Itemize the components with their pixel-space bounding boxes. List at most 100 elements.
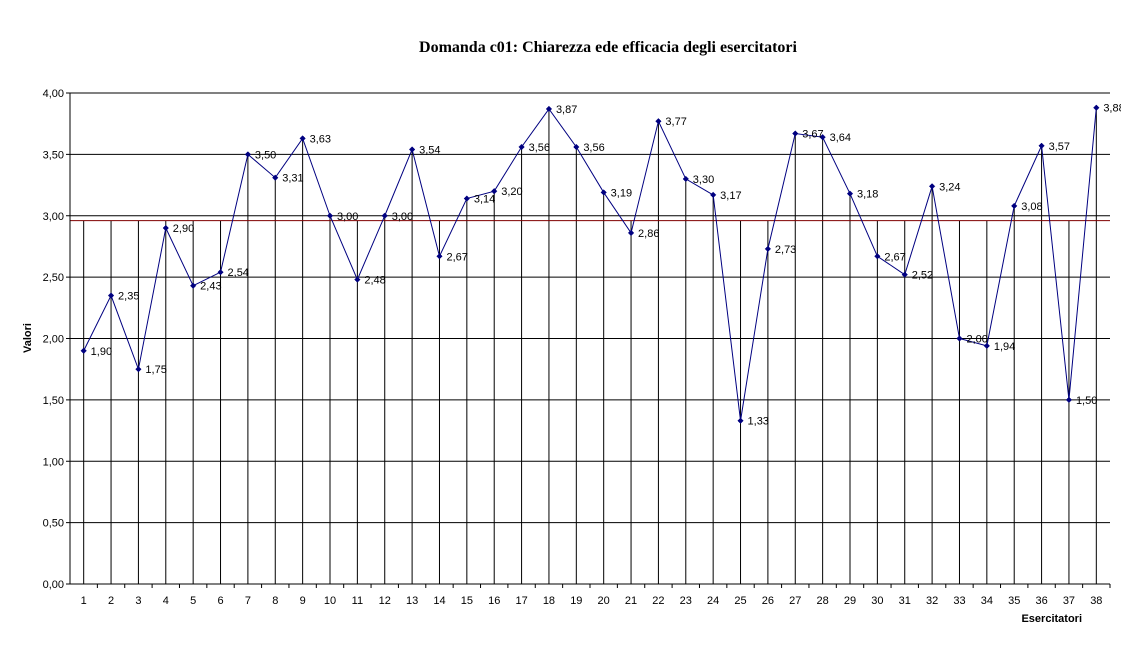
y-tick-label: 2,50: [43, 272, 64, 284]
gridlines: [70, 92, 1110, 524]
x-tick-label: 38: [1090, 595, 1102, 607]
data-point: [1038, 142, 1045, 149]
data-label: 3,19: [611, 187, 632, 199]
data-point: [874, 253, 881, 260]
data-point: [846, 190, 854, 197]
x-tick-label: 30: [871, 595, 883, 607]
x-tick-label: 27: [789, 595, 801, 607]
data-point: [956, 335, 963, 342]
x-tick-label: 6: [217, 595, 223, 607]
x-tick-label: 13: [406, 595, 418, 607]
data-label: 1,50: [1076, 395, 1097, 407]
data-label: 3,54: [419, 144, 440, 156]
x-tick-label: 11: [352, 595, 363, 607]
x-tick-label: 36: [1035, 595, 1047, 607]
series-line: [83, 107, 1097, 421]
data-point: [573, 143, 580, 151]
data-point: [244, 151, 252, 158]
x-tick-label: 14: [433, 595, 445, 607]
x-tick-label: 24: [707, 595, 719, 607]
y-tick-labels: 0,00 0,50 1,00 1,50 2,00 2,50 3,00 3,50 4,00: [43, 88, 64, 591]
drop-lines: [83, 107, 1097, 584]
data-point: [190, 282, 197, 289]
data-points: [80, 104, 1100, 424]
data-label: 2,00: [966, 334, 987, 346]
data-label: 3,24: [939, 181, 960, 193]
data-point: [436, 253, 443, 260]
x-tick-label: 10: [324, 595, 336, 607]
x-tick-label: 8: [272, 595, 278, 607]
data-point: [737, 417, 744, 424]
data-label: 3,77: [665, 116, 686, 128]
x-tick-label: 3: [135, 595, 141, 607]
data-label: 2,43: [200, 281, 221, 293]
data-labels: 1,90 2,35 1,75 2,90 2,43 2,54 3,50 3,31 3,63 3,00…: [91, 103, 1121, 428]
data-label: 3,87: [556, 104, 577, 116]
data-point: [1093, 104, 1100, 111]
x-tick-label: 34: [981, 595, 993, 607]
y-tick-label: 3,00: [43, 211, 64, 223]
chart-title: Domanda c01: Chiarezza ede efficacia deg…: [419, 39, 798, 56]
data-label: 3,88: [1103, 103, 1121, 115]
data-point: [928, 183, 936, 190]
data-point: [600, 189, 607, 196]
x-tick-labels: 1 2 3 4 5 6 7 8 9 10 11 12 13 14 15 16 17 18 19 20 21 22 23 24 2…: [81, 595, 1103, 607]
x-tick-label: 12: [379, 595, 391, 607]
x-tick-label: 19: [570, 595, 582, 607]
data-label: 3,30: [693, 174, 714, 186]
data-point: [682, 175, 689, 183]
data-label: 3,67: [802, 129, 823, 141]
data-label: 3,17: [720, 190, 741, 202]
data-point: [491, 188, 498, 195]
x-tick-label: 23: [680, 595, 692, 607]
data-point: [901, 271, 908, 278]
data-label: 2,35: [118, 291, 139, 303]
data-point: [408, 146, 416, 153]
x-tick-label: 21: [625, 595, 637, 607]
x-tick-label: 5: [190, 595, 196, 607]
data-label: 3,56: [583, 142, 604, 154]
data-label: 1,94: [994, 341, 1015, 353]
data-point: [162, 224, 169, 232]
x-tick-label: 35: [1008, 595, 1020, 607]
y-tick-label: 1,50: [43, 395, 64, 407]
x-tick-label: 1: [81, 595, 87, 607]
data-label: 3,56: [529, 142, 550, 154]
data-label: 2,67: [884, 251, 905, 263]
data-label: 2,54: [228, 267, 249, 279]
data-label: 3,00: [337, 211, 358, 223]
data-label: 2,86: [638, 228, 659, 240]
data-point: [272, 174, 279, 181]
y-tick-label: 0,00: [43, 579, 64, 591]
x-tick-label: 28: [817, 595, 829, 607]
x-tick-label: 20: [598, 595, 610, 607]
data-point: [381, 212, 388, 219]
data-point: [710, 191, 717, 199]
series-group: [83, 107, 1097, 421]
y-tick-label: 3,50: [43, 149, 64, 161]
y-tick-label: 2,00: [43, 334, 64, 346]
data-label: 3,57: [1049, 141, 1070, 153]
data-point: [764, 245, 772, 253]
data-label: 3,18: [857, 189, 878, 201]
data-point: [518, 143, 525, 151]
data-label: 3,31: [282, 173, 303, 185]
data-point: [326, 212, 334, 219]
x-tick-label: 33: [953, 595, 965, 607]
x-tick-label: 4: [163, 595, 169, 607]
x-tick-label: 17: [515, 595, 527, 607]
data-point: [217, 269, 224, 276]
x-tick-label: 2: [108, 595, 114, 607]
data-point: [463, 195, 470, 202]
data-label: 1,90: [91, 346, 112, 358]
y-tick-label: 1,00: [43, 456, 64, 468]
x-tick-label: 37: [1063, 595, 1075, 607]
data-point: [299, 135, 306, 142]
y-tick-label: 0,50: [43, 518, 64, 530]
data-point: [1065, 396, 1073, 404]
data-label: 1,75: [145, 364, 166, 376]
y-tick-label: 4,00: [43, 88, 64, 100]
data-label: 3,20: [501, 186, 522, 198]
x-tick-label: 32: [926, 595, 938, 607]
data-point: [1011, 202, 1018, 210]
